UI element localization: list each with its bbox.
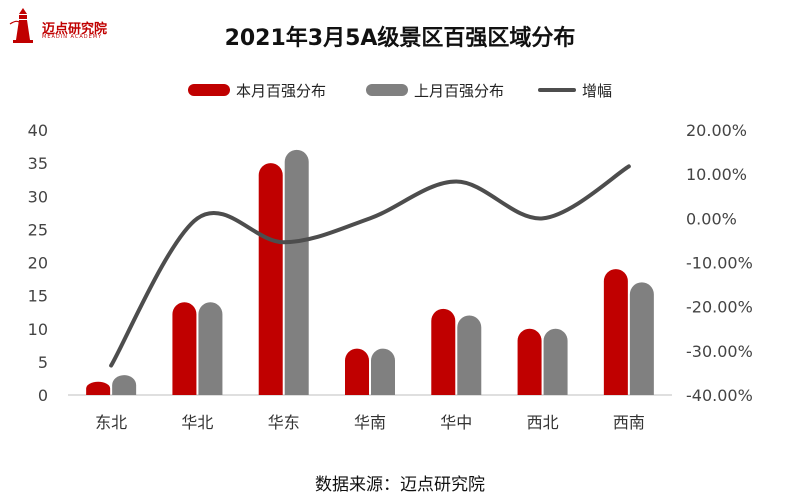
legend-label-previous: 上月百强分布 bbox=[414, 81, 505, 100]
y-right-tick-label: -30.00% bbox=[686, 342, 753, 361]
bar-current bbox=[431, 308, 456, 395]
y-right-tick-label: -10.00% bbox=[686, 254, 753, 273]
y-right-tick-label: -20.00% bbox=[686, 298, 753, 317]
x-tick-label: 华南 bbox=[354, 413, 386, 432]
legend-swatch-previous bbox=[366, 84, 408, 96]
logo-name: 迈点研究院 bbox=[42, 22, 108, 37]
y-left-tick-label: 10 bbox=[28, 320, 48, 339]
y-left-tick-label: 5 bbox=[38, 353, 48, 372]
x-tick-label: 华北 bbox=[181, 413, 213, 432]
x-tick-label: 西南 bbox=[613, 413, 645, 432]
bar-current bbox=[172, 302, 197, 395]
bar-previous bbox=[284, 149, 309, 395]
bar-current bbox=[517, 328, 542, 395]
x-tick-label: 东北 bbox=[95, 413, 127, 432]
bar-current bbox=[86, 381, 111, 395]
bar-previous bbox=[457, 315, 482, 395]
y-right-tick-label: 0.00% bbox=[686, 209, 737, 228]
chart-plot: 0 5 10 15 20 25 30 35 40 -40.00% -30.00% -20.00% -10… bbox=[28, 121, 753, 432]
chart-title: 2021年3月5A级景区百强区域分布 bbox=[224, 26, 576, 51]
y-left-tick-label: 20 bbox=[28, 254, 48, 273]
bar-previous bbox=[112, 375, 137, 395]
x-tick-label: 华中 bbox=[440, 413, 472, 432]
y-left-tick-label: 25 bbox=[28, 220, 48, 239]
y-left-tick-label: 15 bbox=[28, 287, 48, 306]
x-tick-label: 西北 bbox=[527, 413, 559, 432]
legend-swatch-growth bbox=[538, 88, 576, 92]
y-left-tick-label: 40 bbox=[28, 121, 48, 140]
logo: 迈点研究院 MEADIN ACADEMY bbox=[8, 6, 118, 46]
bar-previous bbox=[371, 348, 395, 395]
y-left-tick-label: 0 bbox=[38, 386, 48, 405]
y-left-tick-label: 35 bbox=[28, 154, 48, 173]
logo-subtitle: MEADIN ACADEMY bbox=[42, 34, 103, 40]
legend-item-current: 本月百强分布 bbox=[188, 78, 326, 102]
legend-item-previous: 上月百强分布 bbox=[366, 78, 504, 102]
y-right-tick-label: 20.00% bbox=[686, 121, 747, 140]
lighthouse-icon bbox=[9, 8, 33, 43]
y-right-tick-label: -40.00% bbox=[686, 386, 753, 405]
legend-label-growth: 增幅 bbox=[582, 81, 613, 100]
bar-current bbox=[345, 348, 369, 395]
bar-previous bbox=[198, 302, 223, 395]
y-right-tick-label: 10.00% bbox=[686, 165, 747, 184]
y-left-tick-label: 30 bbox=[28, 187, 48, 206]
bar-previous bbox=[629, 282, 654, 395]
source-note: 数据来源：迈点研究院 bbox=[315, 475, 485, 495]
legend: 本月百强分布 上月百强分布 增幅 bbox=[0, 78, 800, 102]
legend-swatch-current bbox=[188, 84, 230, 96]
growth-line bbox=[109, 164, 631, 368]
bar-current bbox=[603, 269, 628, 395]
legend-label-current: 本月百强分布 bbox=[236, 81, 327, 100]
bar-previous bbox=[543, 328, 568, 395]
legend-item-growth: 增幅 bbox=[538, 78, 612, 102]
bar-current bbox=[258, 163, 283, 395]
x-tick-label: 华东 bbox=[268, 413, 300, 432]
